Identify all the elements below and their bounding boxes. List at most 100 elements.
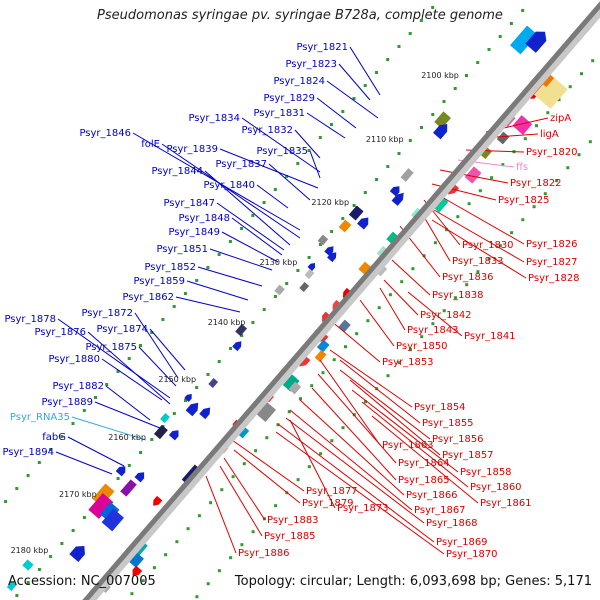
leader-line xyxy=(233,449,301,504)
tick-dot xyxy=(229,347,232,350)
tick-dot xyxy=(307,465,311,469)
tick-dot xyxy=(478,189,482,193)
tick-dot xyxy=(420,126,423,129)
leader-line xyxy=(223,457,266,521)
gene-label-psyr-1837: Psyr_1837 xyxy=(215,159,267,170)
tick-dot xyxy=(242,462,246,466)
tick-dot xyxy=(397,361,401,365)
tick-dot xyxy=(274,504,278,508)
tick-dot xyxy=(352,204,356,207)
leader-line xyxy=(289,419,336,509)
leader-line xyxy=(309,150,321,179)
tick-dot xyxy=(453,87,457,90)
gene-feature xyxy=(540,72,555,88)
tick-dot xyxy=(206,582,210,586)
tick-dot xyxy=(172,412,176,415)
gene-feature xyxy=(274,284,285,296)
tick-dot xyxy=(184,399,187,402)
tick-dot xyxy=(251,214,255,217)
leader-line xyxy=(433,209,525,263)
leader-line xyxy=(216,202,285,251)
leader-line xyxy=(205,475,237,554)
gene-label-psyr-1859: Psyr_1859 xyxy=(133,276,185,287)
tick-dot xyxy=(577,153,581,157)
gene-feature xyxy=(386,231,399,245)
gene-label-psyr-1861: Psyr_1861 xyxy=(480,498,532,509)
tick-dot xyxy=(217,569,221,573)
tick-dot xyxy=(15,594,19,597)
leader-line xyxy=(268,163,311,201)
tick-dot xyxy=(139,344,142,347)
leader-line xyxy=(306,112,346,139)
leader-line xyxy=(439,195,525,245)
tick-dot xyxy=(220,488,224,492)
gene-label-psyr-1836: Psyr_1836 xyxy=(442,272,494,283)
tick-dot xyxy=(197,514,201,518)
leader-line xyxy=(94,401,161,429)
tick-dot xyxy=(431,113,435,116)
gene-feature xyxy=(316,339,330,353)
kbp-tick-label: 2110 kbp xyxy=(366,135,404,144)
gene-label-psyr-1848: Psyr_1848 xyxy=(178,213,230,224)
tick-dot xyxy=(161,318,165,321)
leader-line xyxy=(349,46,381,96)
gene-label-psyr-1879: Psyr_1879 xyxy=(302,498,354,509)
gene-feature xyxy=(496,131,510,145)
tick-dot xyxy=(375,71,378,74)
gene-label-psyr-1862: Psyr_1862 xyxy=(122,292,174,303)
gene-arrow xyxy=(327,252,337,263)
gene-label-psyr-1882: Psyr_1882 xyxy=(52,381,104,392)
gene-arrow xyxy=(69,545,85,562)
gene-label-psyr-1821: Psyr_1821 xyxy=(296,42,348,53)
tick-dot xyxy=(262,308,266,311)
gene-feature xyxy=(288,381,302,395)
gene-arrow xyxy=(432,123,448,140)
leader-line xyxy=(134,312,179,379)
leader-line xyxy=(209,248,273,271)
gene-label-psyr-1825: Psyr_1825 xyxy=(498,195,550,206)
tick-dot xyxy=(490,176,494,180)
tick-dot xyxy=(296,162,300,165)
gene-feature xyxy=(160,413,170,423)
tick-dot xyxy=(82,409,86,412)
tick-dot xyxy=(229,556,233,560)
leader-line xyxy=(351,389,459,473)
leader-line xyxy=(319,359,381,446)
leader-line xyxy=(326,80,379,119)
kbp-tick-label: 2180 kbp xyxy=(11,546,49,555)
tick-dot xyxy=(37,568,41,571)
leader-line xyxy=(339,369,431,440)
tick-dot xyxy=(321,371,325,375)
gene-label-psyr-rna35: Psyr_RNA35 xyxy=(10,412,70,423)
gene-label-psyr-1850: Psyr_1850 xyxy=(396,341,448,352)
leader-line xyxy=(294,129,321,159)
tick-dot xyxy=(330,123,333,126)
tick-dot xyxy=(150,331,154,334)
tick-dot xyxy=(228,240,232,243)
tick-dot xyxy=(231,475,235,479)
gene-label-psyr-1827: Psyr_1827 xyxy=(526,257,578,268)
tick-dot xyxy=(273,295,277,298)
gene-label-psyr-1844: Psyr_1844 xyxy=(151,166,203,177)
gene-label-psyr-1849: Psyr_1849 xyxy=(168,227,220,238)
gene-label-psyr-1864: Psyr_1864 xyxy=(398,458,450,469)
leader-line xyxy=(231,439,305,492)
leader-line xyxy=(379,287,406,331)
leader-line xyxy=(55,451,113,475)
gene-arrow xyxy=(134,472,145,483)
tick-dot xyxy=(141,579,145,583)
gene-label-psyr-1866: Psyr_1866 xyxy=(406,490,458,501)
tick-dot xyxy=(453,296,457,300)
gene-feature xyxy=(400,168,414,182)
leader-line xyxy=(391,259,431,296)
gene-label-psyr-1869: Psyr_1869 xyxy=(436,537,488,548)
leader-line xyxy=(186,280,249,301)
tick-dot xyxy=(150,438,154,441)
leader-line xyxy=(197,266,263,287)
gene-feature xyxy=(128,552,144,568)
tick-dot xyxy=(521,218,525,222)
tick-dot xyxy=(411,267,415,271)
tick-dot xyxy=(71,422,75,425)
gene-arrow xyxy=(168,430,179,441)
tick-dot xyxy=(285,282,289,285)
